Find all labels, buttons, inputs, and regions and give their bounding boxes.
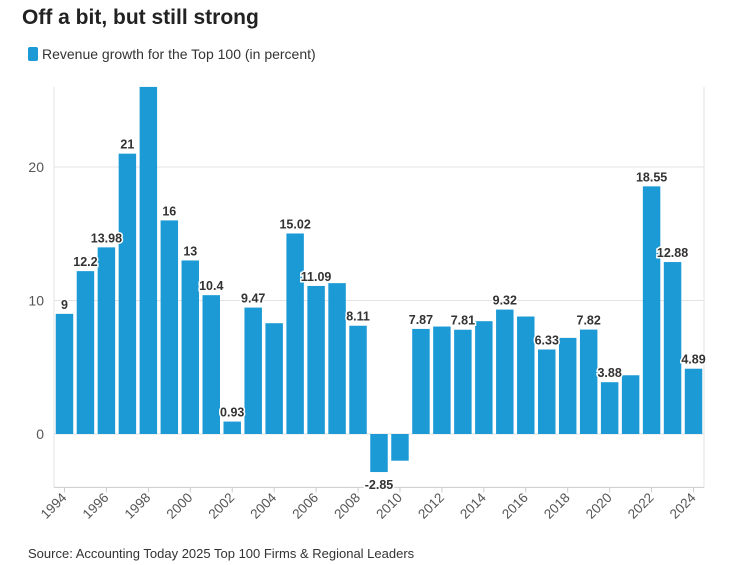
x-tick-label: 1998 (122, 490, 154, 522)
x-tick-label: 1994 (38, 490, 70, 522)
data-label: 13.98 (91, 231, 122, 245)
bar-2007 (328, 283, 346, 434)
x-tick-label: 2008 (331, 490, 363, 522)
bar-2024 (684, 368, 703, 434)
bar-2002 (223, 421, 241, 434)
bar-2014 (475, 321, 493, 434)
bar-1998 (139, 86, 158, 435)
bar-2015 (496, 309, 514, 434)
bar-2005 (286, 233, 304, 434)
x-tick-label: 1996 (80, 490, 112, 522)
bar-2012 (433, 326, 451, 434)
x-tick-label: 2004 (247, 490, 279, 522)
bar-2013 (454, 329, 472, 434)
bar-2009 (370, 434, 388, 473)
data-label: 12.88 (657, 246, 688, 260)
data-label: 21 (120, 138, 134, 152)
bar-1995 (76, 271, 95, 434)
bar-2022 (642, 186, 661, 434)
bar-2004 (265, 323, 283, 434)
x-tick-label: 2006 (289, 490, 321, 522)
bar-2000 (181, 260, 200, 434)
data-label: 7.87 (409, 313, 433, 327)
source-note: Source: Accounting Today 2025 Top 100 Fi… (28, 546, 415, 561)
x-tick-label: 2022 (625, 490, 657, 522)
bar-2006 (307, 285, 325, 434)
bar-2008 (349, 325, 367, 434)
x-tick-label: 2014 (457, 490, 489, 522)
x-tick-label: 2010 (373, 490, 405, 522)
bar-1996 (97, 247, 116, 434)
data-label: 6.33 (535, 333, 559, 347)
bar-2001 (202, 295, 220, 434)
data-label: 16 (162, 204, 176, 218)
data-label: 15.02 (279, 217, 310, 231)
bar-2018 (558, 337, 577, 434)
bar-1994 (55, 313, 74, 434)
data-label: 9 (61, 298, 68, 312)
y-tick-label: 0 (36, 426, 44, 442)
chart-title: Off a bit, but still strong (22, 6, 259, 29)
data-label: 9.47 (241, 292, 265, 306)
data-label: 9.32 (493, 294, 517, 308)
bar-2019 (579, 329, 598, 434)
bar-2010 (391, 434, 409, 461)
legend: Revenue growth for the Top 100 (in perce… (28, 46, 316, 62)
bar-2017 (538, 349, 556, 434)
bar-2011 (412, 328, 430, 434)
x-tick-label: 2024 (667, 490, 699, 522)
x-tick-label: 2016 (499, 490, 531, 522)
data-label: 12.2 (73, 255, 97, 269)
x-tick-label: 2018 (541, 490, 573, 522)
bar-2023 (663, 262, 682, 434)
bar-1999 (160, 220, 179, 434)
data-label: 11.09 (301, 270, 332, 284)
data-label: 18.55 (636, 170, 667, 184)
data-label: 0.93 (220, 406, 244, 420)
data-label: 8.11 (346, 310, 370, 324)
data-label: -2.85 (365, 478, 394, 492)
legend-swatch (28, 47, 38, 61)
data-label: 7.82 (577, 314, 601, 328)
data-label: 4.89 (681, 353, 705, 367)
bar-2021 (621, 375, 640, 434)
y-tick-label: 10 (28, 293, 44, 309)
y-tick-label: 20 (28, 159, 44, 175)
bar-chart: 0 10 20 9 12.2 13.98 21 16 13 10.4 0.93 9.47 15.02 11… (28, 86, 707, 522)
bar-2020 (600, 382, 619, 434)
data-label: 13 (183, 244, 197, 258)
x-tick-label: 2012 (415, 490, 447, 522)
bar-2016 (517, 316, 535, 434)
data-label: 10.4 (199, 279, 223, 293)
x-tick-label: 2000 (164, 490, 196, 522)
data-label: 3.88 (597, 366, 621, 380)
x-tick-label: 2002 (205, 490, 237, 522)
bar-1997 (118, 153, 137, 434)
bar-2003 (244, 307, 262, 434)
legend-label: Revenue growth for the Top 100 (in perce… (42, 46, 316, 62)
x-tick-label: 2020 (583, 490, 615, 522)
data-label: 7.81 (451, 314, 475, 328)
